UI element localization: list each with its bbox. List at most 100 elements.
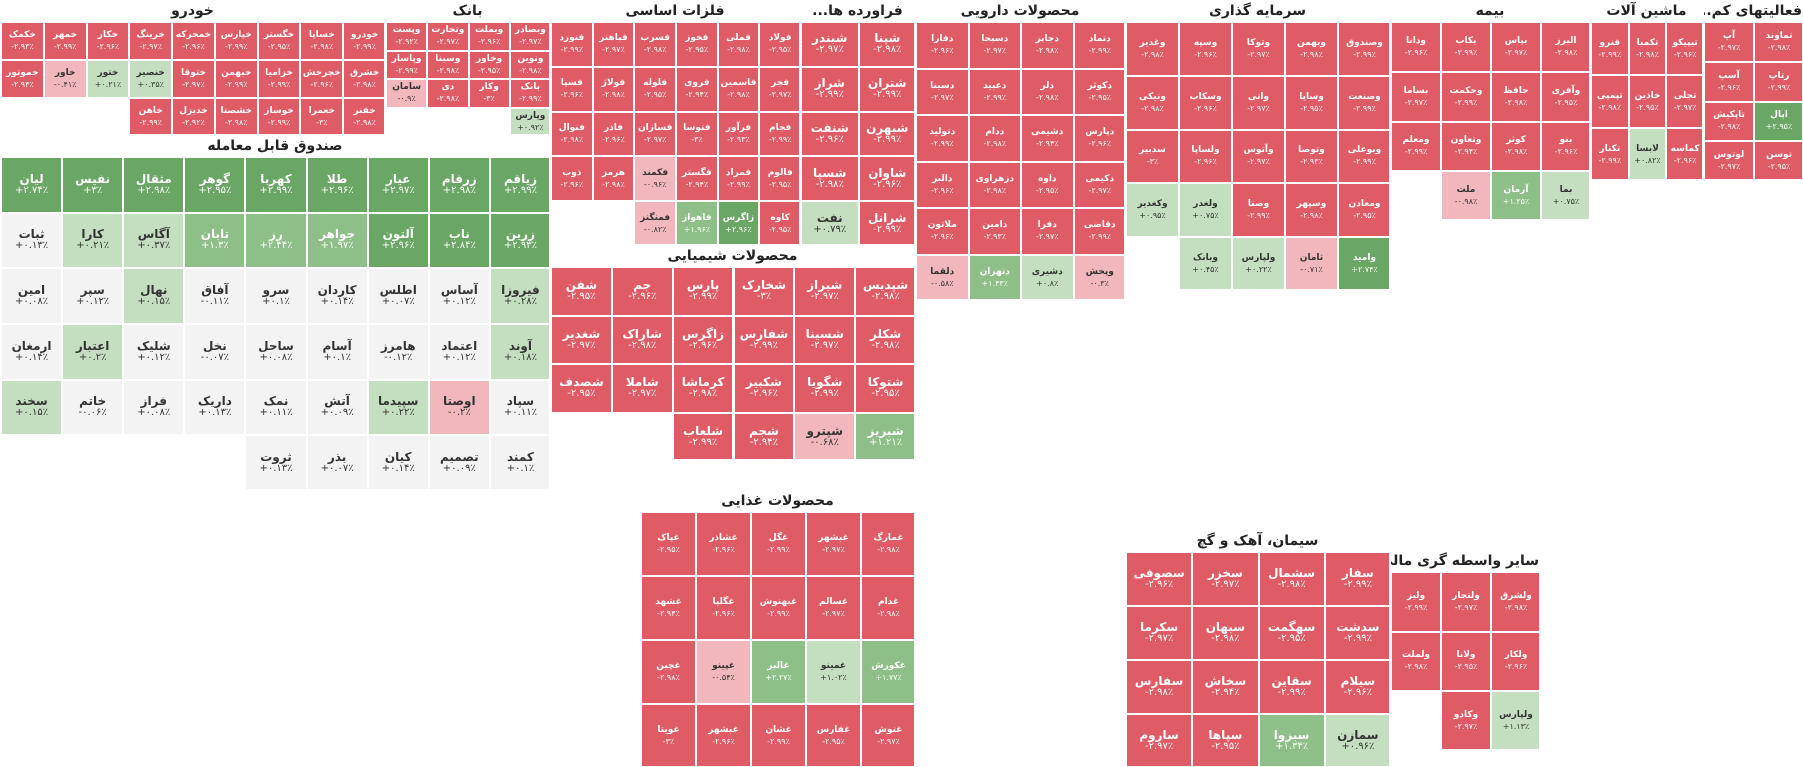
stock-tile[interactable]: شبهرن -۲.۹۹٪ bbox=[858, 111, 914, 157]
stock-tile[interactable]: غچین -۲.۹۸٪ bbox=[641, 640, 696, 704]
stock-tile[interactable]: وصنعت -۲.۹۹٪ bbox=[1338, 75, 1389, 130]
stock-tile[interactable]: شاراک -۲.۹۸٪ bbox=[611, 315, 673, 364]
stock-tile[interactable]: وبملت -۲.۹۶٪ bbox=[468, 22, 510, 51]
stock-tile[interactable]: نخل -۰.۰۷٪ bbox=[184, 324, 246, 380]
stock-tile[interactable]: ونیکی -۲.۹۸٪ bbox=[1126, 75, 1179, 130]
stock-tile[interactable]: غمینو +۱.۰۲٪ bbox=[806, 640, 861, 704]
stock-tile[interactable]: داریک +۰.۱۳٪ bbox=[184, 379, 246, 436]
stock-tile[interactable]: ملاتون -۲.۹۶٪ bbox=[916, 208, 969, 255]
stock-tile[interactable]: دفرا -۲.۹۷٪ bbox=[1021, 208, 1074, 255]
stock-tile[interactable]: شپدیس -۲.۹۸٪ bbox=[855, 267, 914, 316]
stock-tile[interactable]: غویتا -۳٪ bbox=[641, 704, 696, 766]
stock-tile[interactable]: شخارک -۳٪ bbox=[733, 267, 795, 316]
stock-tile[interactable]: خکار -۲.۹۶٪ bbox=[86, 22, 130, 60]
stock-tile[interactable]: نمک +۰.۱۱٪ bbox=[245, 379, 307, 436]
stock-tile[interactable]: دالبر -۲.۹۶٪ bbox=[916, 161, 969, 208]
stock-tile[interactable]: کیان +۰.۱۴٪ bbox=[367, 435, 429, 489]
stock-tile[interactable]: غشهد -۲.۹۴٪ bbox=[641, 576, 696, 640]
stock-tile[interactable]: شلیک +۰.۱۲٪ bbox=[123, 324, 185, 380]
stock-tile[interactable]: تکنار -۲.۹۹٪ bbox=[1591, 128, 1629, 179]
stock-tile[interactable]: وتجارت -۲.۹۷٪ bbox=[427, 22, 469, 51]
stock-tile[interactable]: فاهواز +۱.۹۶٪ bbox=[676, 201, 718, 244]
stock-tile[interactable]: شصدف -۲.۹۵٪ bbox=[551, 364, 612, 413]
stock-tile[interactable]: فجر -۲.۹۷٪ bbox=[759, 66, 799, 112]
stock-tile[interactable]: شکبیر -۲.۹۶٪ bbox=[733, 364, 795, 413]
stock-tile[interactable]: شاوان -۲.۹۶٪ bbox=[858, 156, 914, 202]
stock-tile[interactable]: ثامان -۰.۷۱٪ bbox=[1285, 237, 1338, 289]
stock-tile[interactable]: شنفت -۲.۹۶٪ bbox=[801, 111, 859, 157]
stock-tile[interactable]: تیپیکو -۲.۹۶٪ bbox=[1666, 22, 1702, 75]
stock-tile[interactable]: بما +۰.۷۵٪ bbox=[1541, 171, 1589, 219]
stock-tile[interactable]: شسینا -۲.۹۷٪ bbox=[794, 315, 856, 364]
stock-tile[interactable]: سیلام -۲.۹۶٪ bbox=[1324, 660, 1389, 714]
stock-tile[interactable]: تماوند -۲.۹۸٪ bbox=[1754, 22, 1802, 62]
stock-tile[interactable]: رتاپ -۲.۹۹٪ bbox=[1754, 61, 1802, 102]
stock-tile[interactable]: سبزوا +۱.۳۴٪ bbox=[1258, 714, 1325, 766]
stock-tile[interactable]: غبهنوش -۲.۹۹٪ bbox=[751, 576, 806, 640]
stock-tile[interactable]: وبهمن -۲.۹۸٪ bbox=[1285, 22, 1338, 76]
stock-tile[interactable]: تپمپی -۲.۹۸٪ bbox=[1591, 75, 1629, 128]
stock-tile[interactable]: اوصتا -۰.۲٪ bbox=[428, 379, 490, 436]
stock-tile[interactable]: عیار +۲.۹۷٪ bbox=[367, 157, 429, 213]
stock-tile[interactable]: سهگمت -۲.۹۵٪ bbox=[1258, 606, 1325, 660]
stock-tile[interactable]: سخند +۰.۱۵٪ bbox=[1, 379, 63, 436]
stock-tile[interactable]: غنوش -۲.۹۷٪ bbox=[861, 704, 914, 766]
stock-tile[interactable]: فجام -۲.۹۹٪ bbox=[759, 111, 799, 157]
stock-tile[interactable]: فروی -۲.۹۴٪ bbox=[676, 66, 718, 112]
stock-tile[interactable]: دلر -۲.۹۸٪ bbox=[1021, 68, 1074, 115]
stock-tile[interactable]: دکوثر -۲.۹۵٪ bbox=[1073, 68, 1124, 115]
stock-tile[interactable]: غپاک -۲.۹۵٪ bbox=[641, 512, 696, 576]
stock-tile[interactable]: غدام -۲.۹۸٪ bbox=[861, 576, 914, 640]
stock-tile[interactable]: سبهان -۲.۹۸٪ bbox=[1192, 606, 1259, 660]
stock-tile[interactable]: بساما -۲.۹۷٪ bbox=[1391, 71, 1441, 122]
stock-tile[interactable]: بپاس -۲.۹۷٪ bbox=[1491, 22, 1541, 72]
stock-tile[interactable]: زاگرس +۲.۹۶٪ bbox=[717, 201, 760, 244]
stock-tile[interactable]: فگستر -۲.۹۴٪ bbox=[676, 156, 718, 202]
stock-tile[interactable]: سامان -۰.۹٪ bbox=[386, 79, 428, 108]
stock-tile[interactable]: وپخش -۰.۳٪ bbox=[1073, 254, 1124, 299]
stock-tile[interactable]: بانک -۲.۹۹٪ bbox=[509, 79, 549, 108]
stock-tile[interactable]: شگویا -۲.۹۹٪ bbox=[794, 364, 856, 413]
stock-tile[interactable]: کارا +۰.۲۱٪ bbox=[62, 212, 124, 269]
stock-tile[interactable]: زیاقم +۲.۹۹٪ bbox=[489, 157, 549, 213]
stock-tile[interactable]: پارس -۲.۹۹٪ bbox=[672, 267, 734, 316]
stock-tile[interactable]: ثروت +۰.۱۳٪ bbox=[245, 435, 307, 489]
stock-tile[interactable]: فولاد -۲.۹۵٪ bbox=[759, 22, 799, 67]
stock-tile[interactable]: غبشهر -۲.۹۶٪ bbox=[696, 704, 751, 766]
stock-tile[interactable]: خنصیر +۰.۳۵٪ bbox=[129, 60, 173, 98]
stock-tile[interactable]: آپ -۲.۹۷٪ bbox=[1704, 22, 1754, 62]
stock-tile[interactable]: ولپارس +۰.۲۲٪ bbox=[1232, 237, 1285, 289]
stock-tile[interactable]: سخاش -۲.۹۴٪ bbox=[1192, 660, 1259, 714]
stock-tile[interactable]: وامید +۲.۷۴٪ bbox=[1338, 237, 1389, 289]
stock-tile[interactable]: آساس +۰.۱۲٪ bbox=[428, 268, 490, 324]
stock-tile[interactable]: شیراز -۲.۹۷٪ bbox=[794, 267, 856, 316]
stock-tile[interactable]: وپست -۲.۹۲٪ bbox=[386, 22, 428, 51]
stock-tile[interactable]: کهربا +۲.۹۹٪ bbox=[245, 157, 307, 213]
stock-tile[interactable]: داوه -۲.۹۵٪ bbox=[1021, 161, 1074, 208]
stock-tile[interactable]: ولملت -۲.۹۸٪ bbox=[1391, 631, 1441, 692]
stock-tile[interactable]: وتعاون -۲.۹۴٪ bbox=[1441, 121, 1491, 172]
stock-tile[interactable]: وتوصا -۲.۹۳٪ bbox=[1285, 129, 1338, 184]
stock-tile[interactable]: وسینا -۲.۹۸٪ bbox=[427, 50, 469, 79]
stock-tile[interactable]: دجابر -۲.۹۸٪ bbox=[1021, 22, 1074, 69]
stock-tile[interactable]: خمهر -۲.۹۹٪ bbox=[43, 22, 87, 60]
stock-tile[interactable]: سپیدما +۰.۲۲٪ bbox=[367, 379, 429, 436]
stock-tile[interactable]: توسن -۲.۹۵٪ bbox=[1754, 141, 1802, 179]
stock-tile[interactable]: غشاذر -۲.۹۶٪ bbox=[696, 512, 751, 576]
stock-tile[interactable]: خوساز -۲.۹۹٪ bbox=[257, 98, 301, 134]
stock-tile[interactable]: شغدیر -۲.۹۷٪ bbox=[551, 315, 612, 364]
stock-tile[interactable]: وکغدیر +۰.۹۵٪ bbox=[1126, 183, 1179, 238]
stock-tile[interactable]: دعبید -۲.۹۹٪ bbox=[968, 68, 1021, 115]
stock-tile[interactable]: غمارگ -۲.۹۸٪ bbox=[861, 512, 914, 576]
stock-tile[interactable]: هرمز -۲.۹۸٪ bbox=[592, 156, 635, 202]
stock-tile[interactable]: شجم -۲.۹۴٪ bbox=[733, 412, 795, 459]
stock-tile[interactable]: وبوعلی -۲.۹۹٪ bbox=[1338, 129, 1389, 184]
stock-tile[interactable]: شبریز +۱.۲۱٪ bbox=[855, 412, 914, 459]
stock-tile[interactable]: گوهر +۲.۹۵٪ bbox=[184, 157, 246, 213]
stock-tile[interactable]: شتوکا -۲.۹۵٪ bbox=[855, 364, 914, 413]
stock-tile[interactable]: خساپا -۲.۹۸٪ bbox=[300, 22, 344, 60]
stock-tile[interactable]: تصمیم +۰.۰۹٪ bbox=[428, 435, 490, 489]
stock-tile[interactable]: ساحل +۰.۰۸٪ bbox=[245, 324, 307, 380]
stock-tile[interactable]: نهال +۰.۱۵٪ bbox=[123, 268, 185, 324]
stock-tile[interactable]: خفنر -۲.۹۸٪ bbox=[343, 98, 384, 134]
